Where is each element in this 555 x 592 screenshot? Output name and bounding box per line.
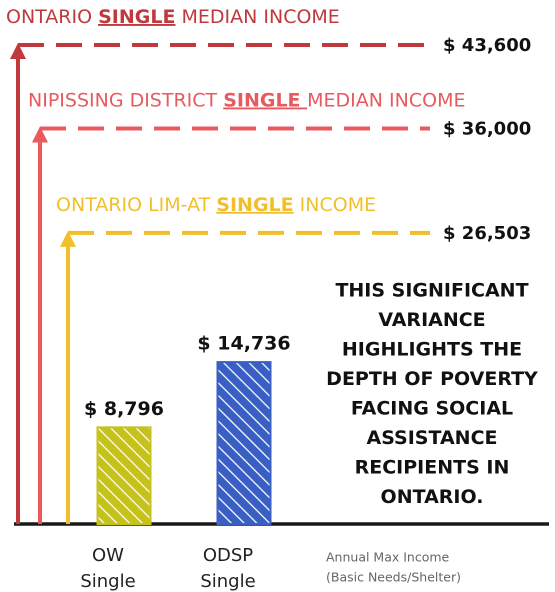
category-label: OW — [92, 545, 124, 566]
title-part: ONTARIO LIM-AT — [56, 193, 216, 215]
reference-value: $ 43,600 — [443, 35, 531, 56]
annotation-line: THIS SIGNIFICANT — [335, 280, 528, 302]
title-part: SINGLE — [216, 193, 293, 215]
reference-title: NIPISSING DISTRICT SINGLE MEDIAN INCOME — [28, 89, 465, 111]
arrow-head — [60, 230, 76, 247]
category-label: Single — [80, 571, 135, 592]
title-part: SINGLE — [98, 6, 175, 28]
title-part: MEDIAN INCOME — [175, 6, 339, 28]
bar — [216, 361, 272, 525]
annotation-line: ASSISTANCE — [367, 427, 498, 449]
title-part: SINGLE — [223, 89, 307, 111]
annotation-line: HIGHLIGHTS THE — [342, 339, 522, 361]
annotation-line: DEPTH OF POVERTY — [326, 368, 538, 390]
value-label: $ 14,736 — [197, 333, 290, 355]
arrow-head — [10, 43, 26, 59]
annotation-line: RECIPIENTS IN — [355, 457, 510, 479]
annotation-line: VARIANCE — [378, 309, 485, 331]
x-axis-label: Annual Max Income — [326, 550, 450, 565]
title-part: INCOME — [294, 193, 376, 215]
title-part: ONTARIO — [6, 6, 98, 28]
annotation-line: ONTARIO. — [381, 486, 484, 508]
x-axis-label: (Basic Needs/Shelter) — [326, 570, 461, 585]
arrow-head — [32, 126, 48, 143]
reference-value: $ 36,000 — [443, 118, 531, 139]
reference-title: ONTARIO SINGLE MEDIAN INCOME — [6, 6, 340, 28]
category-label: ODSP — [203, 545, 253, 566]
annotation-line: FACING SOCIAL — [351, 398, 513, 420]
category-label: Single — [200, 571, 255, 592]
value-label: $ 8,796 — [84, 398, 164, 420]
title-part: NIPISSING DISTRICT — [28, 89, 223, 111]
bar — [96, 426, 152, 526]
title-part: MEDIAN INCOME — [307, 89, 465, 111]
reference-title: ONTARIO LIM-AT SINGLE INCOME — [56, 193, 376, 215]
reference-value: $ 26,503 — [443, 223, 531, 244]
